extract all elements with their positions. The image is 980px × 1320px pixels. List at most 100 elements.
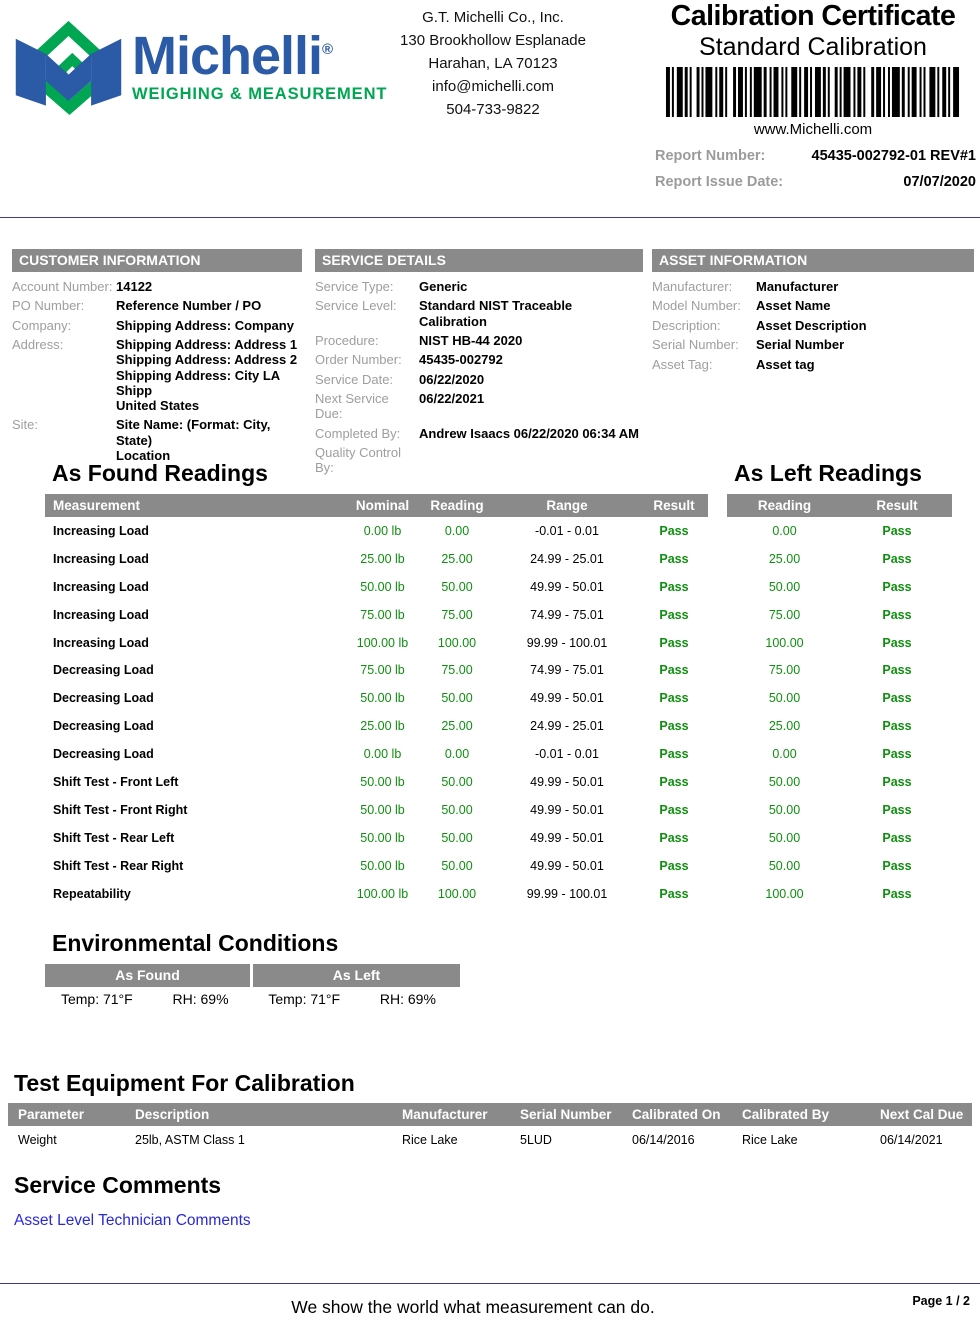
env-as-left-rh: RH: 69% bbox=[379, 991, 436, 1007]
cell-measurement: Decreasing Load bbox=[53, 691, 154, 706]
cell-left-reading: 0.00 bbox=[772, 523, 797, 538]
col-manufacturer: Manufacturer bbox=[402, 1107, 488, 1122]
info-row: Description: Asset Description bbox=[652, 318, 974, 333]
env-as-found-header: As Found bbox=[45, 964, 250, 987]
cell-measurement: Increasing Load bbox=[53, 579, 149, 594]
asset-information-section: ASSET INFORMATION Manufacturer: Manufact… bbox=[652, 249, 974, 376]
cell-left-result: Pass bbox=[882, 830, 912, 845]
cell-left-reading: 50.00 bbox=[768, 774, 801, 789]
info-label: Service Date: bbox=[315, 371, 394, 387]
footer-tagline: We show the world what measurement can d… bbox=[291, 1297, 655, 1317]
cell-nominal: 50.00 lb bbox=[360, 579, 405, 594]
col-left-reading: Reading bbox=[757, 498, 812, 513]
test-equipment-title: Test Equipment For Calibration bbox=[14, 1070, 355, 1096]
customer-information-header: CUSTOMER INFORMATION bbox=[12, 249, 302, 272]
cell-range: 24.99 - 25.01 bbox=[530, 551, 604, 566]
reading-row: Shift Test - Rear Right 50.00 lb 50.00 4… bbox=[45, 852, 952, 880]
info-label: Order Number: bbox=[315, 352, 402, 368]
cell-nominal: 50.00 lb bbox=[360, 858, 405, 873]
cell-nominal: 100.00 lb bbox=[356, 886, 409, 901]
cell-reading: 100.00 bbox=[437, 886, 477, 901]
cell-result: Pass bbox=[659, 663, 689, 678]
cell-reading: 50.00 bbox=[441, 830, 473, 845]
reading-row: Increasing Load 50.00 lb 50.00 49.99 - 5… bbox=[45, 573, 952, 601]
report-issue-date-label: Report Issue Date: bbox=[655, 174, 784, 190]
info-label: Service Level: bbox=[315, 298, 397, 314]
as-found-readings-title: As Found Readings bbox=[52, 460, 268, 486]
info-row: Manufacturer: Manufacturer bbox=[652, 279, 974, 294]
cell-result: Pass bbox=[659, 774, 689, 789]
certificate-header: Calibration Certificate Standard Calibra… bbox=[648, 0, 978, 190]
info-value: Generic bbox=[419, 279, 468, 294]
info-label: Description: bbox=[652, 317, 721, 333]
cell-reading: 50.00 bbox=[441, 858, 473, 873]
cell-description: 25lb, ASTM Class 1 bbox=[135, 1133, 245, 1147]
service-details-rows: Service Type: Generic Service Level: Sta… bbox=[315, 279, 643, 476]
cell-left-result: Pass bbox=[882, 663, 912, 678]
cell-left-reading: 50.00 bbox=[768, 858, 801, 873]
cell-range: -0.01 - 0.01 bbox=[535, 523, 599, 538]
cell-reading: 50.00 bbox=[441, 691, 473, 706]
cell-left-reading: 75.00 bbox=[768, 607, 801, 622]
brand-name: Michelli® bbox=[132, 26, 333, 86]
cell-nominal: 75.00 lb bbox=[360, 607, 405, 622]
cell-left-result: Pass bbox=[882, 551, 912, 566]
cell-reading: 25.00 bbox=[441, 719, 473, 734]
cell-result: Pass bbox=[659, 830, 689, 845]
cell-measurement: Decreasing Load bbox=[53, 747, 154, 762]
info-row: Company: Shipping Address: Company bbox=[12, 318, 302, 333]
col-nominal: Nominal bbox=[355, 498, 410, 513]
info-row: Site: Site Name: (Format: City, State) L… bbox=[12, 417, 302, 463]
cell-serial-number: 5LUD bbox=[520, 1133, 552, 1147]
reading-row: Repeatability 100.00 lb 100.00 99.99 - 1… bbox=[45, 880, 952, 908]
env-as-found-rh: RH: 69% bbox=[172, 991, 229, 1007]
info-row: Procedure: NIST HB-44 2020 bbox=[315, 333, 643, 348]
service-details-section: SERVICE DETAILS Service Type: Generic Se… bbox=[315, 249, 643, 480]
test-equipment-table-header: Parameter Description Manufacturer Seria… bbox=[8, 1103, 972, 1126]
cell-measurement: Decreasing Load bbox=[53, 663, 154, 678]
col-calibrated-by: Calibrated By bbox=[742, 1107, 830, 1122]
cell-left-reading: 50.00 bbox=[768, 579, 801, 594]
registered-mark: ® bbox=[322, 41, 333, 58]
col-left-result: Result bbox=[876, 498, 918, 513]
reading-row: Shift Test - Front Right 50.00 lb 50.00 … bbox=[45, 796, 952, 824]
info-value: Serial Number bbox=[756, 337, 845, 353]
info-row: Quality Control By: bbox=[315, 445, 643, 475]
info-value: NIST HB-44 2020 bbox=[419, 332, 523, 348]
col-measurement: Measurement bbox=[53, 498, 141, 513]
cell-left-result: Pass bbox=[882, 579, 912, 594]
info-row: Completed By: Andrew Isaacs 06/22/2020 0… bbox=[315, 426, 643, 441]
cell-reading: 0.00 bbox=[444, 747, 470, 762]
info-label: Quality Control By: bbox=[315, 445, 401, 476]
cell-nominal: 0.00 lb bbox=[363, 523, 402, 538]
cell-nominal: 50.00 lb bbox=[360, 802, 405, 817]
reading-row: Increasing Load 0.00 lb 0.00 -0.01 - 0.0… bbox=[45, 517, 952, 545]
report-issue-date-row: Report Issue Date: 07/07/2020 bbox=[648, 174, 978, 190]
info-label: Service Type: bbox=[315, 279, 394, 294]
footer-divider bbox=[0, 1283, 980, 1284]
company-address2: Harahan, LA 70123 bbox=[428, 55, 558, 72]
cell-measurement: Increasing Load bbox=[53, 607, 149, 622]
env-as-left-header: As Left bbox=[253, 964, 460, 987]
cell-nominal: 0.00 lb bbox=[363, 747, 402, 762]
info-value: 06/22/2021 bbox=[419, 391, 485, 407]
cell-result: Pass bbox=[659, 802, 689, 817]
cell-left-reading: 50.00 bbox=[768, 691, 801, 706]
cell-reading: 25.00 bbox=[441, 551, 473, 566]
brand-tagline: WEIGHING & MEASUREMENT bbox=[132, 85, 388, 103]
info-row: Order Number: 45435-002792 bbox=[315, 352, 643, 367]
cell-result: Pass bbox=[659, 691, 689, 706]
cell-result: Pass bbox=[659, 635, 689, 650]
info-label: Address: bbox=[12, 337, 64, 353]
cell-reading: 50.00 bbox=[441, 774, 473, 789]
asset-level-technician-comments-link[interactable]: Asset Level Technician Comments bbox=[14, 1212, 251, 1229]
cell-range: 49.99 - 50.01 bbox=[530, 802, 604, 817]
environmental-values-row: Temp: 71°F RH: 69% Temp: 71°F RH: 69% bbox=[45, 991, 460, 1007]
barcode bbox=[665, 67, 961, 117]
reading-row: Decreasing Load 0.00 lb 0.00 -0.01 - 0.0… bbox=[45, 740, 952, 768]
header-divider bbox=[0, 217, 980, 218]
environmental-conditions-title: Environmental Conditions bbox=[52, 930, 339, 956]
cell-calibrated-by: Rice Lake bbox=[742, 1133, 798, 1147]
info-label: PO Number: bbox=[12, 298, 85, 314]
